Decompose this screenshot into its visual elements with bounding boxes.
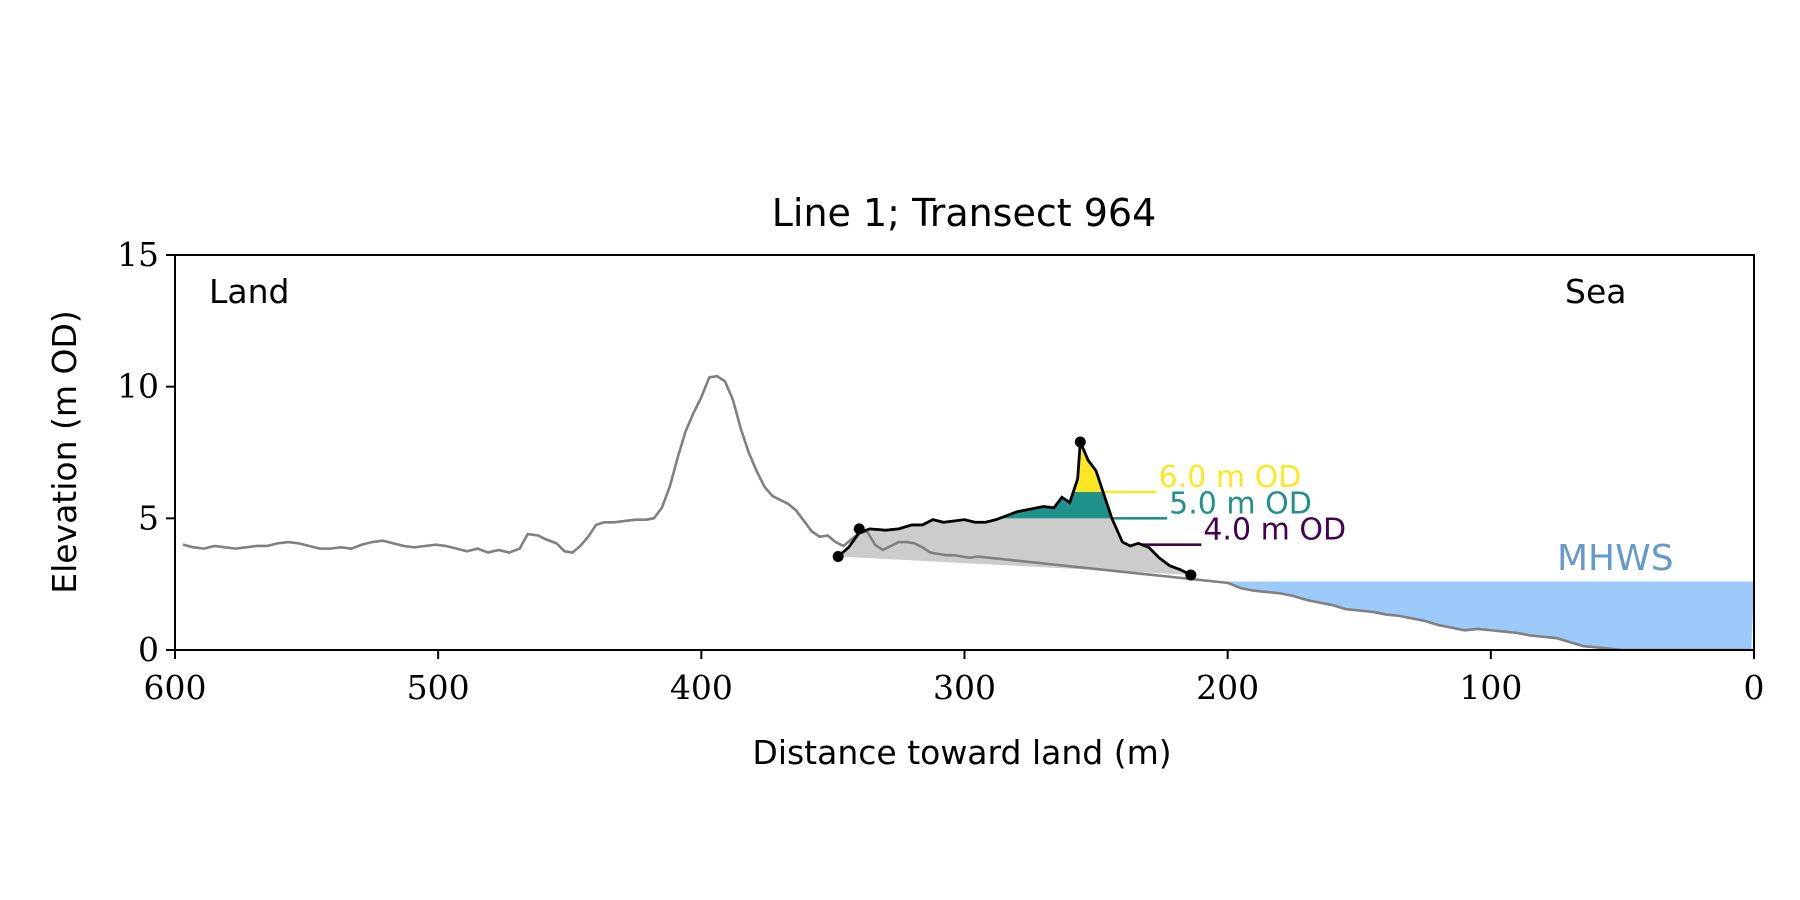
x-tick-label: 600 bbox=[144, 668, 207, 707]
corner-label-sea: Sea bbox=[1565, 272, 1626, 311]
plot-area bbox=[182, 374, 1754, 650]
dune-marker bbox=[853, 523, 865, 535]
profile-line bbox=[182, 374, 1752, 650]
threshold-labels: 4.0 m OD5.0 m OD6.0 m OD bbox=[1159, 460, 1346, 548]
x-tick-label: 300 bbox=[933, 668, 996, 707]
chart-title: Line 1; Transect 964 bbox=[772, 191, 1157, 235]
mhws-label: MHWS bbox=[1557, 538, 1674, 579]
threshold-label: 6.0 m OD bbox=[1159, 460, 1302, 495]
x-tick-label: 100 bbox=[1459, 668, 1522, 707]
threshold-label: 4.0 m OD bbox=[1203, 513, 1346, 548]
x-tick-label: 500 bbox=[407, 668, 470, 707]
dune-volume-base bbox=[838, 518, 1191, 575]
y-tick-label: 5 bbox=[138, 498, 159, 537]
y-axis-label: Elevation (m OD) bbox=[45, 310, 84, 594]
mhws-water bbox=[1227, 581, 1754, 650]
x-tick-label: 200 bbox=[1196, 668, 1259, 707]
dune-profile-line bbox=[837, 441, 1192, 577]
corner-label-land: Land bbox=[209, 272, 289, 311]
dune-marker bbox=[1185, 569, 1197, 581]
y-tick-label: 0 bbox=[138, 630, 159, 669]
dune-marker bbox=[1074, 436, 1086, 448]
threshold-label: 5.0 m OD bbox=[1169, 486, 1312, 521]
x-tick-label: 400 bbox=[670, 668, 733, 707]
x-axis-label: Distance toward land (m) bbox=[752, 733, 1171, 772]
axes: 600 500 400 300 200 100 0 0 5 10 15 bbox=[117, 235, 1765, 707]
y-tick-label: 10 bbox=[117, 367, 159, 406]
dune-volume-above-5m bbox=[1000, 492, 1111, 519]
y-tick-label: 15 bbox=[117, 235, 159, 274]
dune-marker bbox=[832, 551, 844, 563]
x-tick-label: 0 bbox=[1744, 668, 1765, 707]
dune-volume-above-6m bbox=[1073, 441, 1103, 492]
